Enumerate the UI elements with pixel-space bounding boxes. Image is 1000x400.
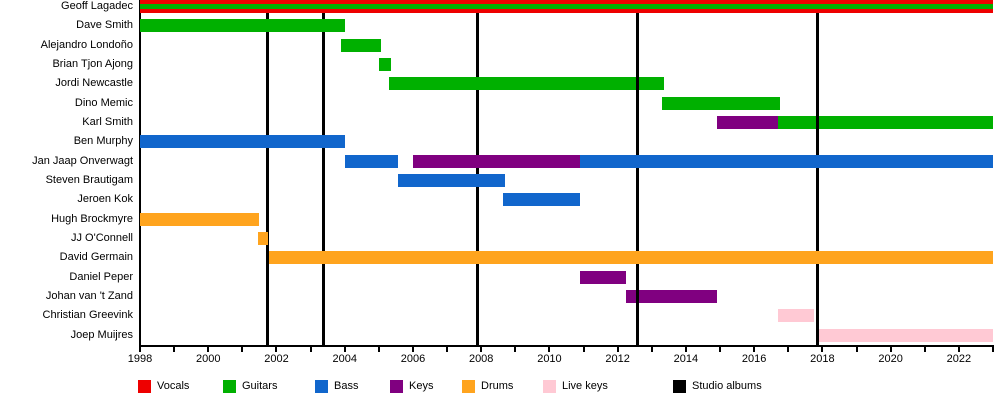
x-axis-tick xyxy=(719,347,722,352)
x-axis-tick xyxy=(650,347,653,352)
x-axis-tick xyxy=(411,347,414,352)
x-axis-tick xyxy=(548,347,551,352)
guitars-legend-swatch xyxy=(223,380,236,393)
x-axis-tick xyxy=(923,347,926,352)
member-label: Steven Brautigam xyxy=(45,173,133,186)
member-bar-live_keys xyxy=(815,328,993,342)
x-axis-line xyxy=(139,345,994,347)
x-axis-tick xyxy=(207,347,210,352)
x-axis-tick xyxy=(753,347,756,352)
member-label: Dino Memic xyxy=(74,96,133,109)
member-bar-guitars xyxy=(389,77,664,91)
x-axis-tick-label: 2016 xyxy=(741,353,767,365)
x-axis-tick xyxy=(787,347,790,352)
x-axis-tick xyxy=(241,347,244,352)
x-axis-tick xyxy=(855,347,858,352)
studio-album-line xyxy=(636,13,640,345)
x-axis-tick xyxy=(957,347,960,352)
member-label: Karl Smith xyxy=(82,115,133,128)
bass-legend-swatch xyxy=(315,380,328,393)
member-label: Brian Tjon Ajong xyxy=(52,57,133,70)
member-label: Dave Smith xyxy=(76,19,133,32)
x-axis-tick-label: 2022 xyxy=(946,353,972,365)
member-bar-drums xyxy=(140,212,260,226)
member-bar-bass xyxy=(580,154,993,168)
member-bar-guitars xyxy=(140,19,345,33)
member-bar-keys xyxy=(580,270,627,284)
legend-label: Drums xyxy=(481,380,514,392)
x-axis-tick xyxy=(139,347,141,352)
keys-legend-swatch xyxy=(390,380,403,393)
x-axis-tick xyxy=(616,347,619,352)
x-axis-tick xyxy=(446,347,449,352)
member-bar-guitars xyxy=(341,38,381,52)
member-label: JJ O'Connell xyxy=(70,231,133,244)
member-bar-keys xyxy=(626,289,717,303)
x-axis-tick xyxy=(309,347,312,352)
x-axis-tick-label: 2008 xyxy=(468,353,494,365)
member-bar-bass xyxy=(397,173,506,187)
drums-legend-swatch xyxy=(462,380,475,393)
member-bar-guitars xyxy=(662,96,780,110)
x-axis-tick-label: 1998 xyxy=(127,353,153,365)
member-bar-guitars xyxy=(378,57,391,71)
member-bar-drums xyxy=(268,251,993,265)
member-label: Geoff Lagadec xyxy=(61,0,133,12)
member-bar-keys xyxy=(716,115,779,129)
x-axis-tick-label: 2010 xyxy=(537,353,562,365)
member-bar-keys xyxy=(412,154,581,168)
x-axis-tick xyxy=(821,347,824,352)
x-axis-tick-label: 2000 xyxy=(195,353,221,365)
x-axis-tick-label: 2018 xyxy=(810,353,835,365)
x-axis-tick xyxy=(480,347,483,352)
member-label: Ben Murphy xyxy=(73,135,133,148)
x-axis-tick xyxy=(992,347,994,352)
member-label: Jan Jaap Onverwagt xyxy=(32,154,133,167)
x-axis-tick-label: 2014 xyxy=(673,353,699,365)
x-axis-tick xyxy=(275,347,278,352)
member-label: Alejandro Londoño xyxy=(40,38,133,51)
member-label: Jordi Newcastle xyxy=(55,77,133,90)
legend-label: Vocals xyxy=(157,380,190,392)
legend-label: Live keys xyxy=(562,380,608,392)
member-bar-guitars xyxy=(778,115,993,129)
x-axis-tick xyxy=(377,347,380,352)
x-axis-tick-label: 2004 xyxy=(332,353,357,365)
member-label: Johan van 't Zand xyxy=(45,289,133,302)
member-bar-bass xyxy=(503,193,581,207)
x-axis-tick-label: 2006 xyxy=(400,353,426,365)
x-axis-tick-label: 2012 xyxy=(605,353,630,365)
member-label: David Germain xyxy=(59,251,133,264)
studio-album-line xyxy=(265,13,269,345)
legend-label: Keys xyxy=(409,380,434,392)
legend-label: Guitars xyxy=(242,380,278,392)
legend-label: Studio albums xyxy=(692,380,762,392)
member-bar-live_keys xyxy=(778,309,814,323)
studio-album-line xyxy=(321,13,325,345)
member-bar-bass xyxy=(140,135,345,149)
member-label: Daniel Peper xyxy=(69,270,133,283)
studio-album-line xyxy=(815,13,819,345)
x-axis-tick xyxy=(514,347,517,352)
vocals-legend-swatch xyxy=(138,380,151,393)
x-axis-tick xyxy=(343,347,346,352)
y-axis-line xyxy=(139,0,141,347)
member-bar-drums xyxy=(257,231,268,245)
x-axis-tick xyxy=(684,347,687,352)
x-axis-tick xyxy=(582,347,585,352)
legend-label: Bass xyxy=(334,380,359,392)
member-label: Hugh Brockmyre xyxy=(51,212,133,225)
x-axis-tick-label: 2020 xyxy=(878,353,903,365)
live_keys-legend-swatch xyxy=(543,380,556,393)
x-axis-tick-label: 2002 xyxy=(264,353,289,365)
member-bar-guitars-inner xyxy=(140,4,993,9)
member-label: Jeroen Kok xyxy=(77,193,133,206)
x-axis-tick xyxy=(889,347,892,352)
studio_albums-legend-swatch xyxy=(673,380,686,393)
member-label: Joep Muijres xyxy=(70,328,133,341)
member-bar-bass xyxy=(344,154,398,168)
x-axis-tick xyxy=(173,347,176,352)
member-label: Christian Greevink xyxy=(42,309,133,322)
